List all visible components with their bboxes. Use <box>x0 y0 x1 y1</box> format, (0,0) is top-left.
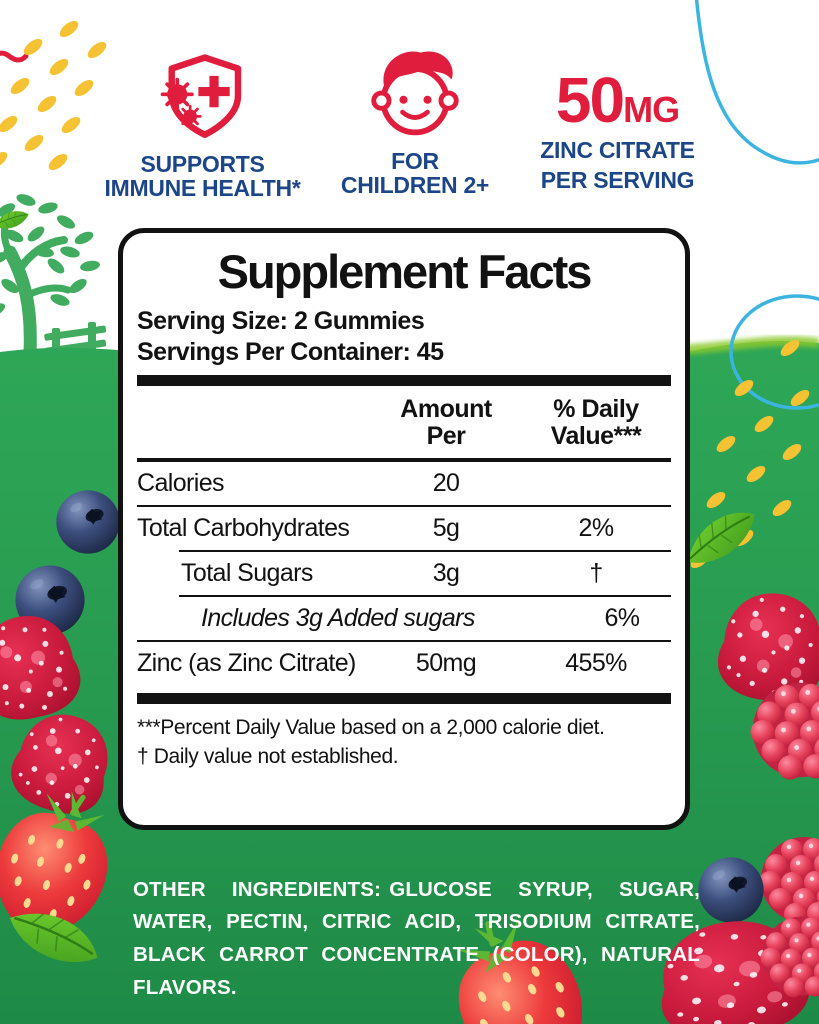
row-divider <box>137 640 671 643</box>
column-amount-per: Amount Per <box>400 395 492 451</box>
other-ingredients-label: OTHER INGREDIENTS: <box>133 877 382 901</box>
thick-divider <box>137 693 671 705</box>
badge-dose-line1: ZINC CITRATE <box>540 137 695 163</box>
facts-row-total-sugars: Total Sugars 3g † <box>137 552 671 595</box>
footnotes: ***Percent Daily Value based on a 2,000 … <box>137 714 671 771</box>
supplement-facts-panel: Supplement Facts Serving Size: 2 Gummies… <box>118 228 690 830</box>
servings-per-container: Servings Per Container: 45 <box>137 337 444 366</box>
row-name: Zinc (as Zinc Citrate) <box>137 649 356 678</box>
other-ingredients-text: GLUCOSE SYRUP, SUGAR, WATER, PECTIN, CIT… <box>133 877 700 999</box>
footnote-dagger: † Daily value not established. <box>137 744 399 768</box>
row-divider <box>137 505 671 508</box>
row-name: Total Carbohydrates <box>137 514 350 543</box>
dose-amount-unit: MG <box>623 89 680 130</box>
badge-children-line1: FOR <box>391 148 439 174</box>
badge-children-line2: CHILDREN 2+ <box>340 172 490 199</box>
row-divider <box>179 595 671 598</box>
row-daily-value: † <box>589 559 603 588</box>
facts-row-calories: Calories 20 <box>137 462 671 505</box>
dose-amount: 50MG <box>525 68 710 132</box>
badge-immune-line1: SUPPORTS <box>140 151 265 177</box>
serving-size: Serving Size: 2 Gummies <box>137 307 425 336</box>
supplement-facts-title: Supplement Facts <box>217 245 593 298</box>
row-amount: 50mg <box>415 649 477 678</box>
row-daily-value: 6% <box>604 604 640 633</box>
blueberry-image <box>698 857 764 923</box>
badge-dose: 50MG ZINC CITRATE PER SERVING <box>525 68 710 193</box>
badge-immune-health: SUPPORTS IMMUNE HEALTH* <box>95 52 310 201</box>
column-daily-value: % Daily Value*** <box>550 395 642 451</box>
row-name: Total Sugars <box>181 559 313 588</box>
yellow-dots-pattern <box>0 17 110 174</box>
facts-row-added-sugars: Includes 3g Added sugars 6% <box>137 597 671 640</box>
badge-for-children: FOR CHILDREN 2+ <box>320 45 510 198</box>
row-amount: 3g <box>432 559 460 588</box>
facts-row-carbohydrates: Total Carbohydrates 5g 2% <box>137 507 671 550</box>
header-divider <box>137 458 671 463</box>
footnote-daily-value: ***Percent Daily Value based on a 2,000 … <box>137 716 605 740</box>
red-squiggle <box>0 50 29 63</box>
dose-amount-number: 50 <box>555 64 625 136</box>
blue-curve <box>694 0 819 165</box>
other-ingredients: OTHER INGREDIENTS: GLUCOSE SYRUP, SUGAR, … <box>133 874 700 1005</box>
badge-immune-line2: IMMUNE HEALTH* <box>104 175 301 202</box>
row-daily-value: 2% <box>578 514 615 543</box>
facts-header-row: Amount Per % Daily Value*** <box>137 386 671 458</box>
blueberry-image <box>56 490 120 554</box>
badge-dose-line2: PER SERVING <box>540 167 695 194</box>
child-face-icon <box>371 51 459 136</box>
shield-cross-virus-icon <box>160 54 241 139</box>
row-amount: 5g <box>432 514 460 543</box>
row-name: Calories <box>137 469 225 498</box>
tree-icon <box>0 194 107 360</box>
row-daily-value: 455% <box>565 649 627 678</box>
blue-circle <box>729 294 819 410</box>
thick-divider <box>137 375 671 387</box>
row-name: Includes 3g Added sugars <box>201 604 475 633</box>
row-divider <box>179 550 671 553</box>
facts-row-zinc: Zinc (as Zinc Citrate) 50mg 455% <box>137 642 671 685</box>
row-amount: 20 <box>432 469 460 498</box>
